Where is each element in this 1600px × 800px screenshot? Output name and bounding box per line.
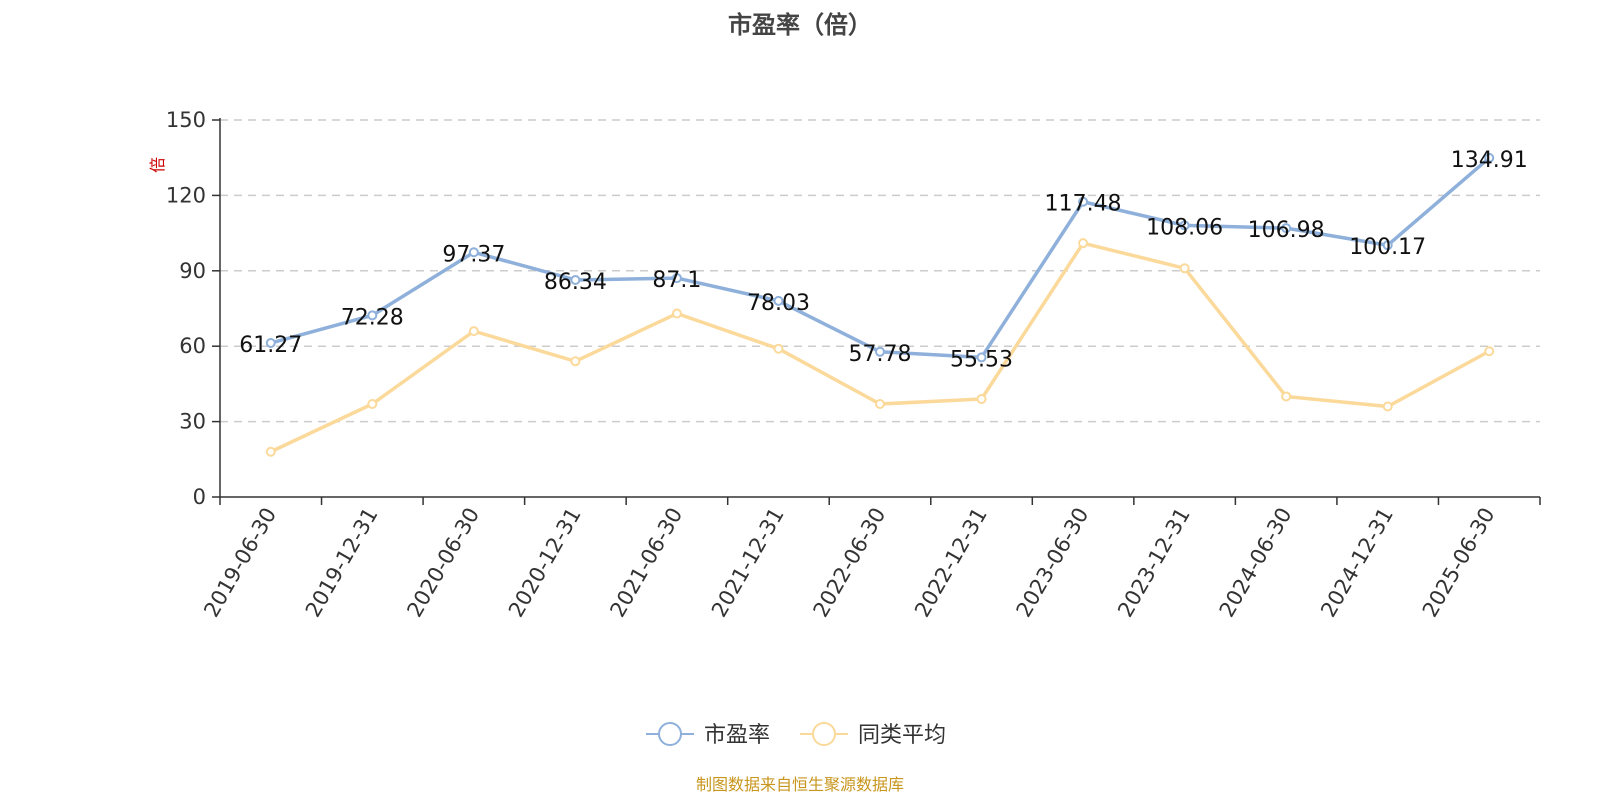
x-tick-label: 2020-06-30 xyxy=(402,504,484,622)
y-tick-label: 30 xyxy=(179,410,206,434)
data-label: 87.1 xyxy=(652,268,701,293)
series-point-0 xyxy=(1078,196,1089,207)
x-tick-label: 2022-12-31 xyxy=(910,504,992,622)
data-label: 55.53 xyxy=(950,347,1013,372)
x-tick-label: 2020-12-31 xyxy=(504,504,586,622)
x-tick-label: 2019-06-30 xyxy=(199,504,281,622)
data-label: 78.03 xyxy=(747,291,810,316)
x-tick-label: 2023-06-30 xyxy=(1012,504,1094,622)
legend-label-0: 市盈率 xyxy=(704,723,770,748)
x-tick-label: 2021-06-30 xyxy=(605,504,687,622)
x-tick-label: 2024-06-30 xyxy=(1215,504,1297,622)
data-label: 86.34 xyxy=(544,270,607,295)
series-point-0 xyxy=(1281,223,1292,234)
legend-label-1: 同类平均 xyxy=(858,723,946,748)
data-label: 100.17 xyxy=(1349,235,1426,260)
series-point-1 xyxy=(570,356,581,367)
series-point-1 xyxy=(367,399,378,410)
series-point-0 xyxy=(875,346,885,357)
x-tick-label: 2021-12-31 xyxy=(707,504,789,622)
x-tick-label: 2025-06-30 xyxy=(1418,504,1500,622)
series-group xyxy=(265,152,1495,457)
x-tick-label: 2022-06-30 xyxy=(809,504,891,622)
data-label: 57.78 xyxy=(849,342,912,367)
data-labels: 61.27 72.28 97.37 86.34 87.1 78.03 57.78 55.53 1… xyxy=(239,148,1527,373)
data-label: 117.48 xyxy=(1045,192,1122,217)
y-tick-label: 0 xyxy=(193,485,206,509)
data-label: 72.28 xyxy=(341,305,404,330)
y-tick-label: 60 xyxy=(179,334,206,358)
y-tick-label: 120 xyxy=(166,183,206,207)
series-point-0 xyxy=(671,273,682,284)
legend: 市盈率 同类平均 xyxy=(646,722,946,748)
series-point-1 xyxy=(1281,391,1292,402)
series-point-0 xyxy=(1179,220,1190,231)
data-label: 106.98 xyxy=(1248,218,1325,243)
series-point-1 xyxy=(773,343,784,354)
x-axis-ticks: 2019-06-30 2019-12-31 2020-06-30 2020-12-31… xyxy=(199,497,1541,622)
y-axis-ticks: 0 30 60 90 120 150 xyxy=(166,108,220,509)
series-point-0 xyxy=(367,310,378,321)
series-point-1 xyxy=(468,326,479,337)
series-point-0 xyxy=(773,295,784,306)
y-axis-label: 倍 xyxy=(148,157,167,173)
series-point-1 xyxy=(976,393,987,404)
series-point-1 xyxy=(265,446,276,457)
x-tick-label: 2019-12-31 xyxy=(301,504,383,622)
series-point-0 xyxy=(265,338,276,349)
series-point-0 xyxy=(468,247,479,258)
y-tick-label: 150 xyxy=(166,108,206,132)
source-note: 制图数据来自恒生聚源数据库 xyxy=(696,775,904,794)
y-tick-label: 90 xyxy=(179,259,206,283)
series-point-1 xyxy=(1484,346,1495,357)
x-tick-label: 2023-12-31 xyxy=(1113,504,1195,622)
series-point-1 xyxy=(875,399,885,410)
grid-lines xyxy=(220,119,1540,423)
series-point-1 xyxy=(671,308,682,319)
chart-title: 市盈率（倍） xyxy=(728,11,872,39)
series-point-1 xyxy=(1078,238,1089,249)
data-label: 108.06 xyxy=(1146,215,1223,240)
series-point-0 xyxy=(1484,152,1495,163)
legend-marker-0 xyxy=(658,722,682,746)
data-label: 97.37 xyxy=(442,242,505,267)
series-point-1 xyxy=(1382,401,1393,412)
legend-marker-1 xyxy=(812,722,836,746)
series-point-0 xyxy=(1382,240,1393,251)
axes xyxy=(219,118,1540,498)
data-label: 61.27 xyxy=(239,333,302,358)
series-point-0 xyxy=(570,274,581,285)
series-point-1 xyxy=(1179,263,1190,274)
data-label: 134.91 xyxy=(1451,148,1528,173)
series-point-0 xyxy=(976,352,987,363)
x-tick-label: 2024-12-31 xyxy=(1316,504,1398,622)
